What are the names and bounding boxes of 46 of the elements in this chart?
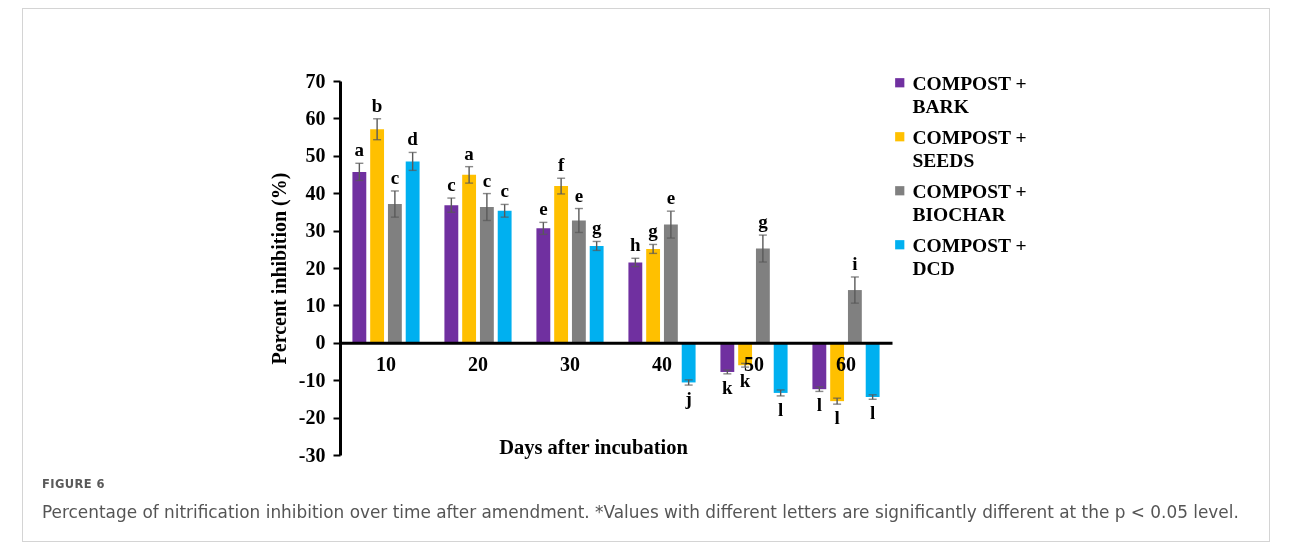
- data-label: d: [407, 128, 419, 150]
- data-label: c: [390, 166, 400, 188]
- legend-label: COMPOST + SEEDS: [912, 126, 1027, 171]
- data-label: f: [557, 154, 565, 176]
- x-axis-title: Days after incubation: [499, 436, 689, 460]
- y-tick-label: 30: [305, 219, 326, 242]
- legend-label: COMPOST + BIOCHAR: [912, 180, 1027, 225]
- data-label: e: [539, 198, 548, 220]
- x-tick-label: 10: [376, 353, 396, 376]
- data-label: l: [870, 402, 876, 424]
- legend-label: COMPOST + BARK: [912, 72, 1027, 117]
- data-label: c: [447, 174, 456, 196]
- y-tick-label: 10: [305, 293, 326, 316]
- data-label: h: [630, 234, 642, 256]
- legend-label: COMPOST + DCD: [912, 234, 1027, 279]
- y-axis-title: Percent inhibition (%): [267, 172, 291, 365]
- data-label: a: [354, 139, 365, 161]
- y-tick-label: 20: [305, 256, 326, 279]
- data-label: c: [482, 169, 492, 191]
- caption: FIGURE 6: [42, 477, 105, 491]
- x-tick-label: 30: [560, 353, 580, 376]
- data-label: k: [722, 376, 734, 398]
- y-tick-label: 70: [305, 69, 326, 92]
- text: Percentage of nitrification inhibition over time after amendment. *Values with different letters are significantly different at the p < 0.05 level.: [42, 502, 1239, 522]
- data-label: l: [834, 407, 840, 429]
- y-tick-label: 40: [305, 181, 326, 204]
- x-tick-label: 40: [652, 353, 672, 376]
- y-tick-label: -30: [298, 443, 326, 466]
- x-tick-label: 20: [468, 353, 488, 376]
- data-label: b: [371, 94, 383, 116]
- y-tick-label: -20: [298, 406, 326, 429]
- data-label: l: [778, 398, 784, 420]
- data-label: g: [758, 211, 769, 233]
- data-label: e: [666, 187, 676, 209]
- data-label: j: [684, 388, 692, 410]
- data-label: a: [464, 142, 475, 164]
- data-label: e: [574, 184, 584, 206]
- y-tick-label: -10: [298, 368, 326, 391]
- y-tick-label: 50: [305, 144, 326, 167]
- y-tick-label: 0: [315, 331, 326, 354]
- data-label: l: [816, 394, 822, 416]
- data-label: i: [852, 252, 858, 274]
- data-label: g: [591, 217, 602, 239]
- data-label: c: [500, 180, 509, 202]
- data-label: g: [648, 220, 659, 242]
- y-tick-label: 60: [305, 106, 326, 129]
